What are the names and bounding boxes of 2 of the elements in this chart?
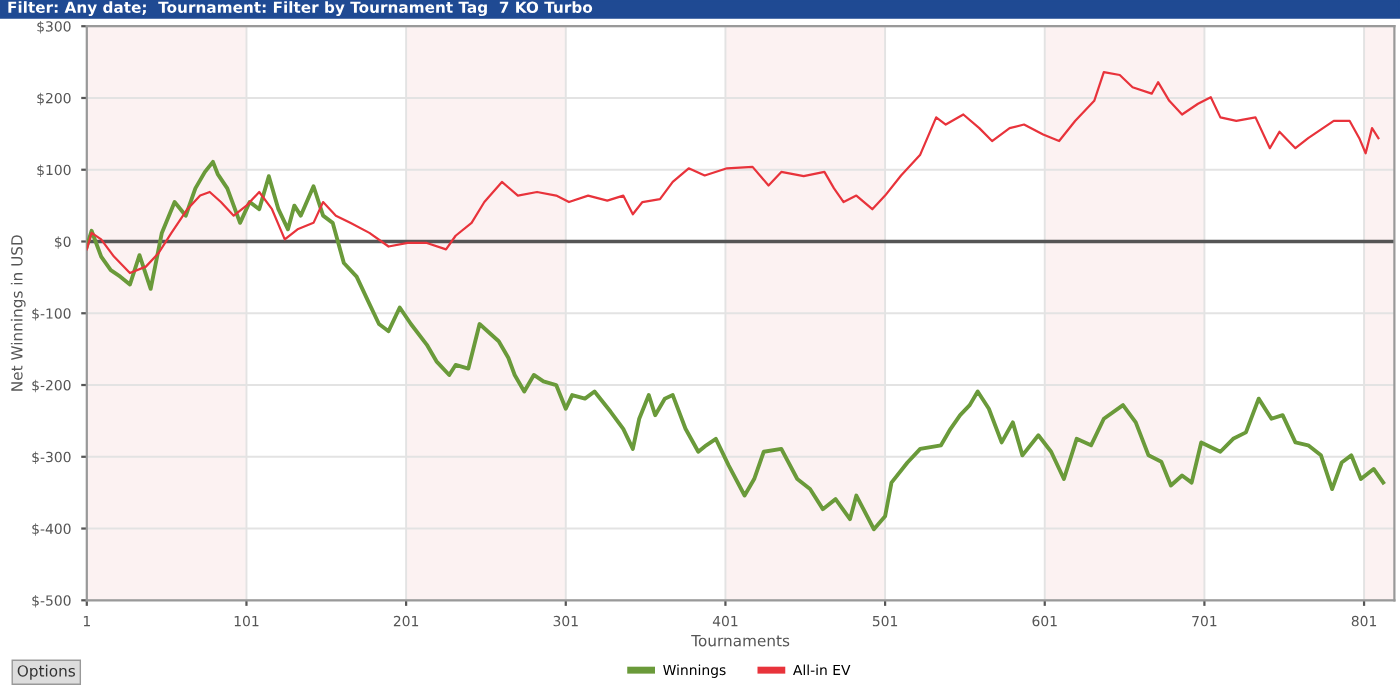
- line-series: [86, 159, 1386, 532]
- line-series: [86, 71, 1380, 275]
